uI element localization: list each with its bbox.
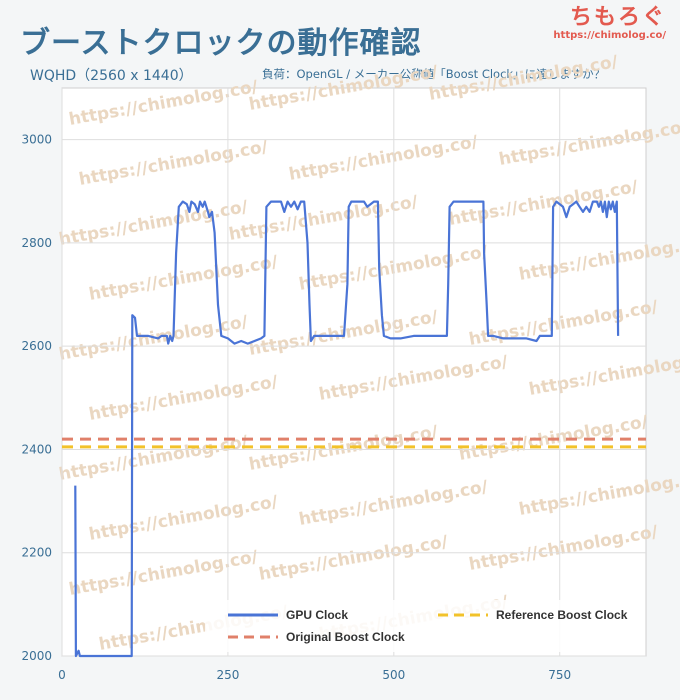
axis-labels: 2000 2200 2400 2600 2800 3000 0 250 500 750 bbox=[21, 133, 571, 682]
y-tick-label: 2800 bbox=[21, 236, 52, 250]
series-layer bbox=[62, 200, 646, 658]
legend-box bbox=[205, 600, 641, 652]
y-tick-label: 2600 bbox=[21, 339, 52, 353]
x-tick-label: 500 bbox=[382, 668, 405, 682]
gridlines bbox=[61, 88, 646, 657]
legend: GPU Clock Reference Boost Clock Original B… bbox=[205, 600, 641, 652]
site-logo: ちもろぐ https://chimolog.co/ bbox=[553, 6, 666, 42]
legend-label: Original Boost Clock bbox=[286, 630, 405, 644]
y-tick-label: 3000 bbox=[21, 133, 52, 147]
resolution-label: WQHD（2560 x 1440） bbox=[30, 68, 193, 84]
y-tick-label: 2400 bbox=[21, 442, 52, 456]
gpu-clock-line bbox=[74, 200, 620, 658]
x-tick-label: 0 bbox=[58, 668, 66, 682]
logo-url: https://chimolog.co/ bbox=[553, 30, 666, 41]
legend-label: Reference Boost Clock bbox=[496, 608, 628, 622]
plot-area bbox=[61, 87, 647, 657]
x-tick-label: 250 bbox=[216, 668, 239, 682]
logo-name: ちもろぐ bbox=[569, 5, 666, 30]
load-description: 負荷：OpenGL / メーカー公称値「Boost Clock」に達しますか？ bbox=[262, 67, 606, 81]
legend-label: GPU Clock bbox=[286, 608, 348, 622]
x-tick-label: 750 bbox=[548, 668, 571, 682]
page-title: ブーストクロックの動作確認 bbox=[20, 26, 422, 61]
y-tick-label: 2200 bbox=[21, 546, 52, 560]
y-tick-label: 2000 bbox=[21, 649, 52, 663]
